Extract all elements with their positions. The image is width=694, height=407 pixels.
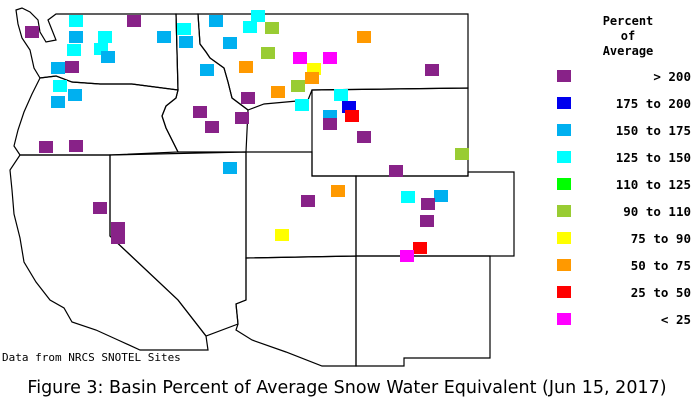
state-california bbox=[9, 154, 209, 351]
legend-label: 175 to 200 bbox=[615, 96, 691, 111]
snotel-basin-marker bbox=[39, 141, 53, 153]
snotel-basin-marker bbox=[357, 131, 371, 143]
snotel-basin-marker bbox=[69, 15, 83, 27]
snotel-basin-marker bbox=[323, 52, 337, 64]
state-oregon bbox=[13, 75, 179, 156]
legend-swatch bbox=[557, 232, 571, 244]
legend-swatch bbox=[557, 286, 571, 298]
snotel-basin-marker bbox=[455, 148, 469, 160]
state-nevada bbox=[109, 151, 247, 337]
snotel-basin-marker bbox=[301, 195, 315, 207]
legend-label: 25 to 50 bbox=[630, 285, 691, 300]
snotel-basin-marker bbox=[241, 92, 255, 104]
snotel-basin-marker bbox=[261, 47, 275, 59]
snotel-basin-marker bbox=[389, 165, 403, 177]
legend-item: > 200 bbox=[557, 69, 692, 85]
source-note: Data from NRCS SNOTEL Sites bbox=[2, 351, 181, 364]
snotel-basin-marker bbox=[53, 80, 67, 92]
legend-label: < 25 bbox=[660, 312, 691, 327]
snotel-basin-marker bbox=[243, 21, 257, 33]
snotel-basin-marker bbox=[200, 64, 214, 76]
snotel-basin-marker bbox=[425, 64, 439, 76]
legend-item: 110 to 125 bbox=[557, 177, 692, 193]
snotel-basin-marker bbox=[235, 112, 249, 124]
legend-item: 75 to 90 bbox=[557, 231, 692, 247]
legend-item: 90 to 110 bbox=[557, 204, 692, 220]
snotel-basin-marker bbox=[345, 110, 359, 122]
legend-item: 25 to 50 bbox=[557, 285, 692, 301]
snotel-basin-marker bbox=[291, 80, 305, 92]
state-arizona bbox=[235, 255, 357, 367]
snotel-basin-marker bbox=[157, 31, 171, 43]
legend-item: < 25 bbox=[557, 312, 692, 328]
legend-swatch bbox=[557, 97, 571, 109]
snotel-basin-marker bbox=[331, 185, 345, 197]
legend-swatch bbox=[557, 178, 571, 190]
snotel-basin-marker bbox=[111, 232, 125, 244]
legend-item: 50 to 75 bbox=[557, 258, 692, 274]
snotel-basin-marker bbox=[223, 162, 237, 174]
snotel-basin-marker bbox=[223, 37, 237, 49]
state-new-mexico bbox=[355, 255, 491, 367]
legend-item: 175 to 200 bbox=[557, 96, 692, 112]
legend-label: > 200 bbox=[653, 69, 691, 84]
snotel-basin-marker bbox=[400, 250, 414, 262]
snotel-basin-marker bbox=[305, 72, 319, 84]
legend-item: 150 to 175 bbox=[557, 123, 692, 139]
snotel-basin-marker bbox=[93, 202, 107, 214]
snotel-basin-marker bbox=[69, 31, 83, 43]
legend-swatch bbox=[557, 205, 571, 217]
legend-item: 125 to 150 bbox=[557, 150, 692, 166]
snotel-basin-marker bbox=[193, 106, 207, 118]
snotel-basin-marker bbox=[323, 118, 337, 130]
legend-swatch bbox=[557, 124, 571, 136]
snotel-basin-marker bbox=[68, 89, 82, 101]
figure-caption: Figure 3: Basin Percent of Average Snow … bbox=[27, 378, 667, 398]
snotel-basin-marker bbox=[69, 140, 83, 152]
legend-swatch bbox=[557, 313, 571, 325]
snotel-basin-marker bbox=[65, 61, 79, 73]
snotel-basin-marker bbox=[420, 215, 434, 227]
snotel-basin-marker bbox=[293, 52, 307, 64]
snotel-basin-marker bbox=[25, 26, 39, 38]
snotel-basin-marker bbox=[275, 229, 289, 241]
legend-swatch bbox=[557, 259, 571, 271]
snotel-basin-marker bbox=[401, 191, 415, 203]
snotel-basin-marker bbox=[51, 96, 65, 108]
snotel-basin-marker bbox=[51, 62, 65, 74]
legend-label: 110 to 125 bbox=[615, 177, 691, 192]
snotel-basin-marker bbox=[334, 89, 348, 101]
snotel-basin-marker bbox=[209, 15, 223, 27]
snotel-basin-marker bbox=[271, 86, 285, 98]
snotel-basin-marker bbox=[67, 44, 81, 56]
snotel-basin-marker bbox=[127, 15, 141, 27]
snotel-basin-marker bbox=[265, 22, 279, 34]
legend-label: 125 to 150 bbox=[615, 150, 691, 165]
snotel-basin-marker bbox=[101, 51, 115, 63]
state-colorado bbox=[355, 171, 515, 257]
snotel-basin-marker bbox=[421, 198, 435, 210]
legend-swatch bbox=[557, 151, 571, 163]
snotel-basin-marker bbox=[413, 242, 427, 254]
legend-label: 50 to 75 bbox=[630, 258, 691, 273]
legend-swatch bbox=[557, 70, 571, 82]
legend-label: 90 to 110 bbox=[623, 204, 691, 219]
snotel-basin-marker bbox=[177, 23, 191, 35]
legend-label: 75 to 90 bbox=[630, 231, 691, 246]
legend-label: 150 to 175 bbox=[615, 123, 691, 138]
snotel-basin-marker bbox=[434, 190, 448, 202]
snotel-basin-marker bbox=[179, 36, 193, 48]
snotel-basin-marker bbox=[205, 121, 219, 133]
snotel-basin-marker bbox=[295, 99, 309, 111]
state-wyoming bbox=[311, 87, 469, 177]
snotel-basin-marker bbox=[239, 61, 253, 73]
snotel-basin-marker bbox=[251, 10, 265, 22]
snotel-basin-marker bbox=[357, 31, 371, 43]
snotel-basin-marker bbox=[98, 31, 112, 43]
legend-title: Percent of Average bbox=[602, 14, 654, 58]
snotel-basin-marker bbox=[111, 222, 125, 234]
